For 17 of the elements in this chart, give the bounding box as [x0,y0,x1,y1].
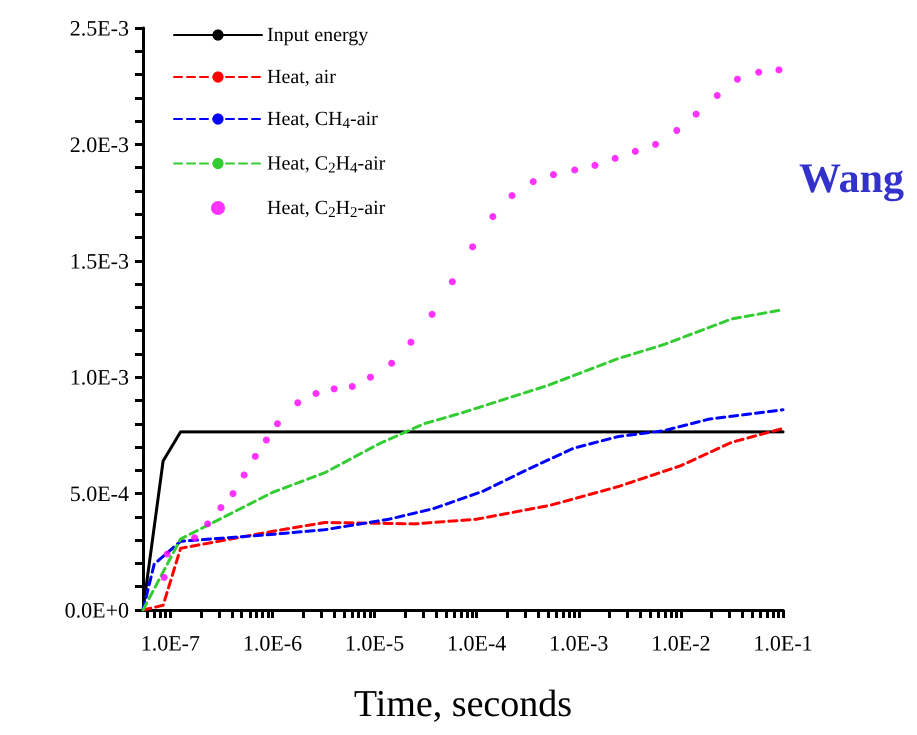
y-tick-label: 1.0E-3 [70,364,129,390]
x-axis-title: Time, seconds [354,683,572,725]
y-tick-label: 2.0E-3 [70,132,129,157]
x-tick-label: 1.0E-4 [447,630,506,656]
x-tick-label: 1.0E-7 [140,630,200,656]
x-tick-label: 1.0E-1 [753,630,813,656]
legend-label: Input energy [267,24,368,46]
x-tick-label: 1.0E-6 [242,630,302,656]
y-tick-label: 2.5E-3 [70,16,129,40]
x-tick-label: 1.0E-3 [549,630,608,656]
y-tick-label: 1.5E-3 [70,248,129,274]
x-tick-label: 1.0E-2 [651,630,711,656]
text: Wang [798,156,904,202]
y-tick-label: 5.0E-4 [70,481,129,506]
legend-label: Heat, air [267,66,336,88]
y-tick-label: 0.0E+0 [64,598,129,622]
x-tick-label: 1.0E-5 [344,630,404,656]
